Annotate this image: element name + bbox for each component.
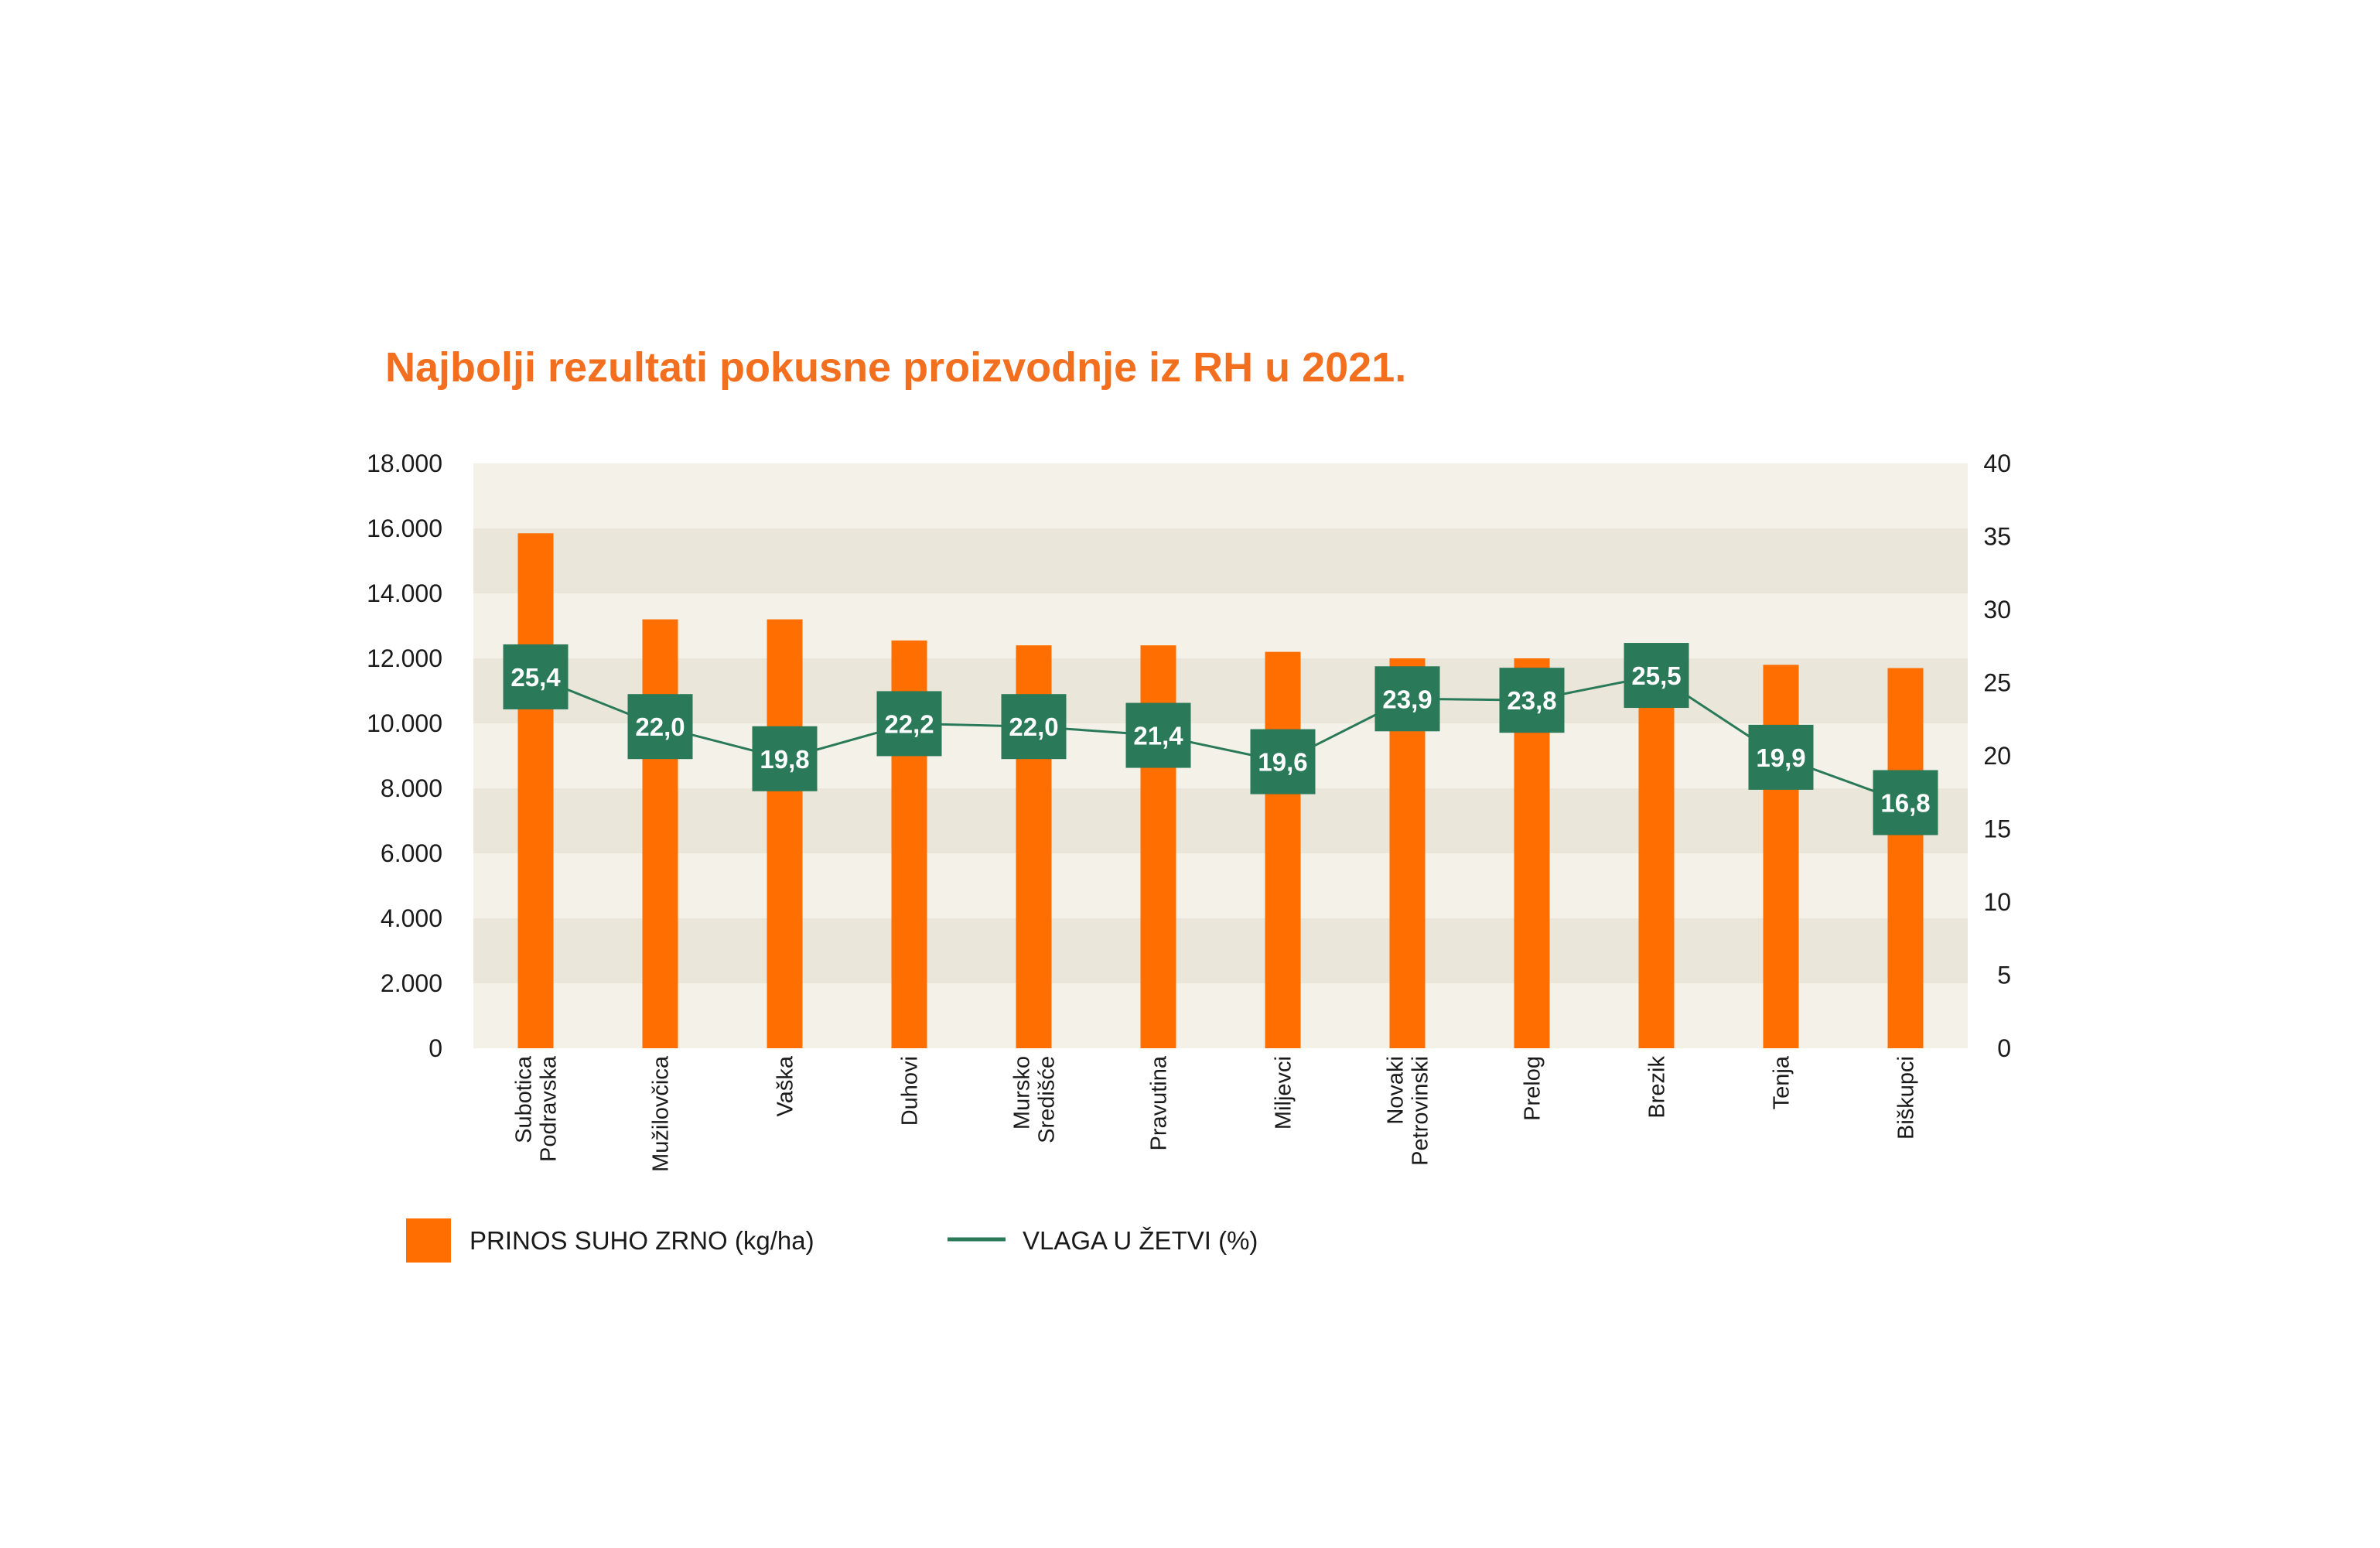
line-data-label: 16,8 <box>1880 788 1930 817</box>
line-data-label: 22,0 <box>635 712 685 741</box>
plot-band <box>473 658 1968 723</box>
x-axis-categories: Subotica Podravska Mužilovčica Vaška Duhovi M… <box>512 1055 1919 1172</box>
line-data-label: 21,4 <box>1133 722 1183 750</box>
line-data-label: 22,0 <box>1009 712 1058 741</box>
x-category-label: Biškupci <box>1894 1056 1919 1140</box>
y-right-tick-label: 40 <box>1983 449 2011 477</box>
y-right-tick-label: 0 <box>1997 1034 2011 1062</box>
x-category-label: Pravutina <box>1147 1055 1172 1150</box>
plot-band <box>473 788 1968 853</box>
y-left-tick-label: 18.000 <box>367 449 442 477</box>
bar <box>1887 668 1924 1048</box>
y-left-tick-label: 14.000 <box>367 579 442 607</box>
y-right-tick-label: 10 <box>1983 888 2011 916</box>
line-point-box <box>1125 702 1191 768</box>
x-category-label: Duhovi <box>898 1056 923 1126</box>
line-point-box <box>1250 729 1316 795</box>
line-point-box <box>1624 643 1689 709</box>
plot-band <box>473 983 1968 1048</box>
line-point-box <box>1374 666 1440 732</box>
y-left-tick-label: 6.000 <box>381 839 442 867</box>
plot-band <box>473 463 1968 528</box>
y-right-tick-label: 25 <box>1983 669 2011 697</box>
y-axis-right: 0 5 10 15 20 25 30 35 40 <box>1983 449 2011 1062</box>
line-data-label: 19,8 <box>760 745 809 774</box>
y-right-tick-label: 15 <box>1983 815 2011 843</box>
line-point-box <box>1001 694 1067 760</box>
line-point-box <box>627 694 693 760</box>
line-point-box <box>503 644 569 709</box>
y-axis-left: 0 2.000 4.000 6.000 8.000 10.000 12.000 14.000 1… <box>367 449 442 1062</box>
y-left-tick-label: 10.000 <box>367 709 442 737</box>
chart-title: Najbolji rezultati pokusne proizvodnje i… <box>385 344 1407 391</box>
y-right-tick-label: 35 <box>1983 523 2011 551</box>
legend-bar-label: PRINOS SUHO ZRNO (kg/ha) <box>470 1226 814 1255</box>
y-left-tick-label: 2.000 <box>381 969 442 997</box>
y-right-tick-label: 5 <box>1997 962 2011 989</box>
bar <box>767 619 803 1048</box>
legend-line-label: VLAGA U ŽETVI (%) <box>1023 1226 1258 1255</box>
bar <box>1638 675 1675 1048</box>
x-category-label: Mursko <box>1010 1056 1035 1129</box>
plot-band <box>473 528 1968 593</box>
y-right-tick-label: 30 <box>1983 596 2011 624</box>
bar <box>1763 665 1799 1048</box>
x-category-label: Tenja <box>1770 1055 1794 1109</box>
y-right-tick-label: 20 <box>1983 742 2011 770</box>
line-point-box <box>876 691 942 757</box>
y-left-tick-label: 12.000 <box>367 644 442 672</box>
line-point-box <box>1499 668 1565 733</box>
line-point-box <box>752 726 818 791</box>
line-point-box <box>1748 724 1814 790</box>
x-category-label: Miljevci <box>1272 1056 1296 1129</box>
bar-series <box>517 533 1924 1048</box>
y-left-tick-label: 0 <box>429 1034 442 1062</box>
legend: PRINOS SUHO ZRNO (kg/ha) VLAGA U ŽETVI (… <box>406 1218 1258 1263</box>
x-category-label: Subotica <box>512 1055 537 1143</box>
y-left-tick-label: 4.000 <box>381 904 442 932</box>
legend-bar-swatch <box>406 1218 451 1263</box>
x-category-label: Novaki <box>1384 1056 1409 1125</box>
bar <box>1265 651 1301 1048</box>
bar <box>517 533 554 1048</box>
plot-band <box>473 593 1968 658</box>
data-labels: 25,4 22,0 19,8 22,2 22,0 21,4 19,6 23,9 23,8 25,5… <box>503 643 1938 836</box>
x-category-label: Podravska <box>537 1055 562 1162</box>
line-data-label: 25,5 <box>1631 661 1681 690</box>
plot-band <box>473 853 1968 918</box>
line-data-label: 19,9 <box>1756 743 1805 772</box>
x-category-label: Mužilovčica <box>649 1055 674 1172</box>
line-data-label: 25,4 <box>510 663 561 692</box>
line-data-label: 19,6 <box>1258 748 1307 777</box>
x-category-label: Brezik <box>1645 1056 1670 1119</box>
y-left-tick-label: 8.000 <box>381 774 442 802</box>
x-category-label: Vaška <box>773 1055 798 1116</box>
line-data-label: 22,2 <box>884 709 934 738</box>
y-left-tick-label: 16.000 <box>367 514 442 542</box>
plot-background <box>473 463 1968 1048</box>
x-category-label: Petrovinski <box>1409 1056 1433 1166</box>
plot-band <box>473 723 1968 788</box>
plot-band <box>473 918 1968 983</box>
bar <box>642 619 678 1048</box>
x-category-label: Prelog <box>1521 1056 1545 1121</box>
x-category-label: Središće <box>1035 1056 1060 1143</box>
line-data-label: 23,9 <box>1382 685 1432 713</box>
line-data-label: 23,8 <box>1507 686 1556 715</box>
line-point-box <box>1873 770 1938 836</box>
